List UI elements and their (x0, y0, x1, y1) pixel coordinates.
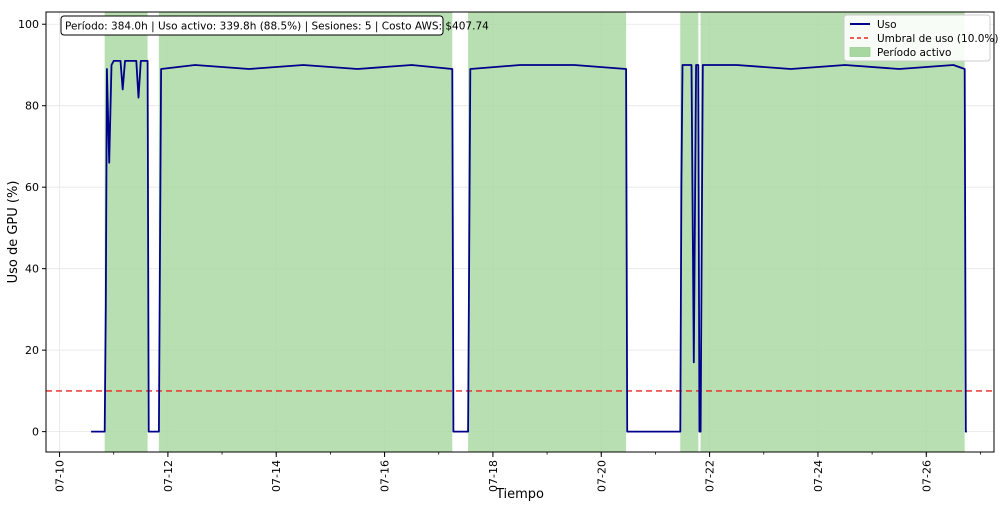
legend-box (843, 14, 991, 62)
x-tick-label: 07-10 (54, 460, 67, 492)
active-periods (104, 12, 965, 452)
legend-label: Período activo (877, 47, 951, 59)
y-tick-label: 40 (25, 263, 39, 276)
x-tick-label: 07-14 (270, 460, 283, 492)
x-axis-label: Tiempo (495, 487, 544, 502)
y-tick-label: 20 (25, 344, 39, 357)
x-tick-label: 07-22 (704, 460, 717, 492)
legend-label: Uso (877, 19, 897, 31)
x-tick-label: 07-16 (379, 460, 392, 492)
legend-label: Umbral de uso (10.0%) (877, 33, 998, 45)
x-tick-label: 07-18 (487, 460, 500, 492)
legend: Uso Umbral de uso (10.0%) Período activo (843, 14, 998, 62)
legend-swatch-patch (849, 47, 871, 57)
series-line-uso (91, 60, 967, 433)
active-period-span (158, 12, 453, 452)
y-axis-label: Uso de GPU (%) (6, 181, 21, 284)
stats-annotation-box (60, 15, 444, 36)
y-tick-label: 80 (25, 100, 39, 113)
y-tick-label: 0 (32, 426, 39, 439)
x-tick-label: 07-20 (595, 460, 608, 492)
x-tick-label: 07-26 (920, 460, 933, 492)
x-tick-label: 07-24 (812, 460, 825, 492)
active-period-span (700, 12, 965, 452)
axes-frame (45, 11, 995, 453)
plot-area: 0 20 40 60 80 100 07-10 07-12 07-14 07-16 07-18 07-… (6, 11, 998, 502)
x-tick-label: 07-12 (162, 460, 175, 492)
active-period-span (468, 12, 627, 452)
y-tick-label: 60 (25, 181, 39, 194)
y-tick-label: 100 (18, 18, 39, 31)
stats-annotation-text: Período: 384.0h | Uso activo: 339.8h (88… (65, 21, 489, 33)
stats-annotation: Período: 384.0h | Uso activo: 339.8h (88… (60, 15, 489, 36)
